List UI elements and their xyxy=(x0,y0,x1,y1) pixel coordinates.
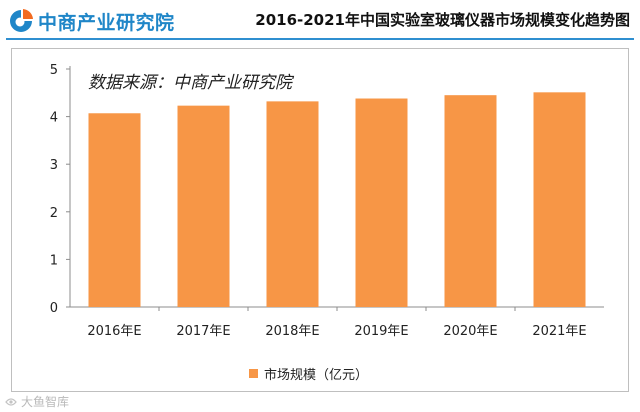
header-divider xyxy=(6,38,634,40)
bar-1 xyxy=(88,113,141,307)
watermark-logo-icon xyxy=(5,397,17,406)
y-tick-label: 0 xyxy=(50,301,58,316)
x-tick-label: 2020年E xyxy=(443,324,497,339)
x-tick-label: 2019年E xyxy=(354,324,408,339)
bar-3 xyxy=(266,101,319,307)
y-tick-label: 3 xyxy=(50,158,58,173)
page-title: 2016-2021年中国实验室玻璃仪器市场规模变化趋势图 xyxy=(255,11,630,29)
y-tick-label: 2 xyxy=(50,206,58,221)
legend: 市场规模（亿元） xyxy=(249,364,368,383)
legend-label: 市场规模（亿元） xyxy=(264,368,369,383)
x-tick-label: 2016年E xyxy=(87,324,141,339)
x-axis-labels: 2016年E 2017年E 2018年E 2019年E 2020年E 2021年E xyxy=(87,307,587,339)
y-tick-label: 5 xyxy=(50,63,58,78)
watermark-text: 大鱼智库 xyxy=(21,395,70,409)
x-tick-label: 2018年E xyxy=(265,324,319,339)
x-tick-label: 2017年E xyxy=(176,324,230,339)
x-tick-label: 2021年E xyxy=(532,324,586,339)
y-axis-ticks: 0 1 2 3 4 5 xyxy=(50,63,70,316)
brand-logo: 中商产业研究院 xyxy=(8,7,175,35)
watermark: 大鱼智库 xyxy=(4,393,69,410)
y-tick-label: 1 xyxy=(50,253,58,268)
header: 中商产业研究院 2016-2021年中国实验室玻璃仪器市场规模变化趋势图 xyxy=(0,0,640,40)
bar-6 xyxy=(533,92,586,307)
legend-swatch xyxy=(249,369,258,378)
source-annotation: 数据来源：中商产业研究院 xyxy=(88,73,292,93)
brand-logo-icon xyxy=(10,9,33,32)
bar-series xyxy=(88,92,586,308)
brand-name: 中商产业研究院 xyxy=(38,11,175,34)
bar-5 xyxy=(444,95,497,308)
bar-2 xyxy=(177,105,230,307)
y-tick-label: 4 xyxy=(50,111,58,126)
bar-4 xyxy=(355,98,408,308)
